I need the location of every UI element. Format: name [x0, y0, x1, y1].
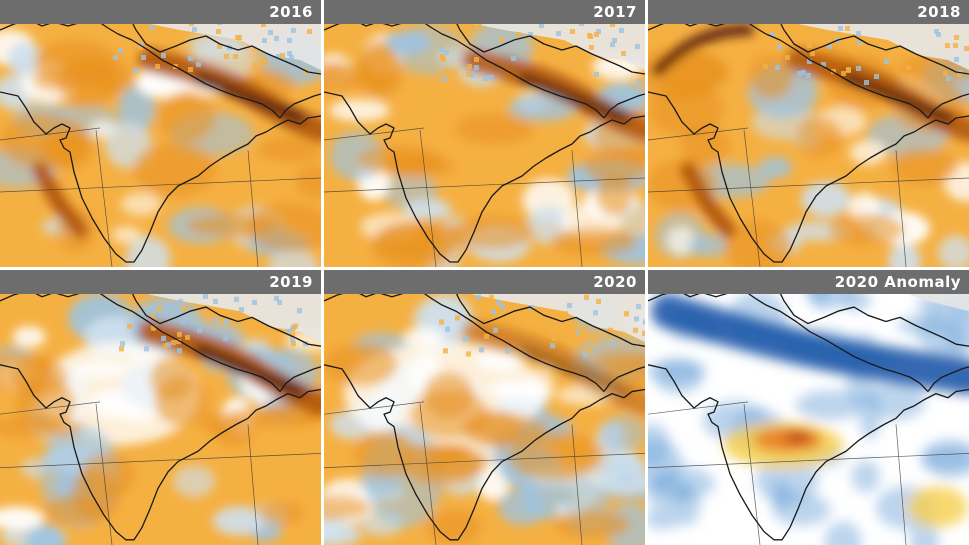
map-2020-anomaly	[648, 270, 969, 545]
panel-label-2020-anomaly: 2020 Anomaly	[648, 270, 969, 294]
panel-label-2020: 2020	[324, 270, 645, 294]
map-2018	[648, 0, 969, 267]
panel-2019: 2019	[0, 270, 321, 545]
india-outline-map	[0, 0, 321, 263]
panel-2020-anomaly: 2020 Anomaly	[648, 270, 969, 545]
panel-label-2016: 2016	[0, 0, 321, 24]
panel-2016: 2016	[0, 0, 321, 267]
india-outline-map	[0, 270, 321, 541]
map-2016	[0, 0, 321, 267]
panel-2017: 2017	[324, 0, 645, 267]
map-2017	[324, 0, 645, 267]
map-2019	[0, 270, 321, 545]
panel-label-2017: 2017	[324, 0, 645, 24]
india-outline-map	[324, 0, 645, 263]
india-outline-map	[648, 0, 969, 263]
map-2020	[324, 270, 645, 545]
panel-label-2019: 2019	[0, 270, 321, 294]
india-outline-map	[324, 270, 645, 541]
panel-2018: 2018	[648, 0, 969, 267]
panel-label-2018: 2018	[648, 0, 969, 24]
india-outline-map	[648, 270, 969, 541]
panel-2020: 2020	[324, 270, 645, 545]
